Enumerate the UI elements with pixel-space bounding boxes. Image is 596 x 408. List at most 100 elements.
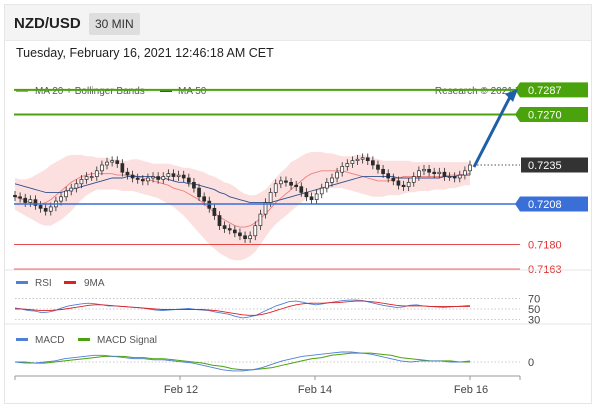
rsi-9ma-line (15, 300, 470, 316)
candle-body (243, 235, 247, 240)
resistance-label-box (515, 82, 588, 98)
bollinger-band (15, 152, 470, 261)
x-tick-label: Feb 16 (454, 384, 488, 396)
candle-body (345, 163, 350, 167)
candle-body (355, 158, 360, 162)
resistance-label: 0.7287 (528, 85, 562, 97)
macd-tick-label: 0 (528, 357, 534, 369)
candle-body (401, 184, 406, 188)
candle-body (146, 177, 150, 182)
candle-body (376, 164, 380, 170)
candles (13, 153, 472, 243)
candle-body (340, 166, 345, 173)
candle-body (314, 193, 319, 201)
candle-body (253, 225, 258, 237)
candle-body (325, 181, 329, 189)
pivot-label-box (515, 196, 588, 212)
chart-header: NZD/USD 30 MIN (5, 5, 591, 41)
candle-body (289, 181, 293, 186)
legend-label-macd: MACD (35, 335, 64, 346)
candle-body (238, 232, 242, 237)
candle-body (13, 194, 17, 198)
candle-body (94, 170, 99, 177)
resistance-label-box (515, 106, 588, 122)
candle-body (463, 170, 467, 176)
copyright-text: Research © 2021 Trading Central (435, 86, 584, 97)
x-tick-label: Feb 12 (164, 384, 198, 396)
candle-body (197, 187, 201, 198)
candle-body (156, 176, 160, 180)
candle-body (365, 157, 370, 162)
report-datetime: Tuesday, February 16, 2021 12:46:18 AM C… (16, 46, 274, 60)
timeframe-badge[interactable]: 30 MIN (89, 13, 140, 35)
forecast-arrow-head (505, 88, 518, 102)
candle-body (427, 168, 431, 173)
candle-body (468, 164, 472, 172)
candle-body (89, 176, 94, 178)
candle-body (192, 181, 196, 189)
symbol-title: NZD/USD (14, 15, 81, 32)
legend-swatch-macd (16, 338, 28, 341)
ma50-line (14, 174, 470, 204)
candle-body (74, 183, 79, 189)
candle-body (217, 215, 222, 227)
legend-swatch-macd-signal (78, 338, 90, 341)
pivot-label: 0.7208 (528, 199, 562, 211)
candle-body (299, 186, 304, 193)
candle-body (284, 180, 288, 183)
candle-body (38, 205, 43, 209)
rsi-tick-label: 70 (528, 294, 540, 306)
legend-label-ma50: MA 50 (178, 86, 207, 97)
candle-body (309, 196, 314, 201)
legend-label-bollinger: MA 20 + Bollinger Bands (35, 86, 145, 97)
candle-body (391, 177, 396, 182)
candle-body (371, 160, 375, 166)
current-price-label: 0.7235 (528, 160, 562, 172)
candle-body (84, 176, 89, 180)
macd-line (14, 351, 471, 372)
candle-body (202, 196, 207, 202)
candle-body (447, 176, 452, 178)
rsi-tick-label: 30 (528, 315, 540, 327)
candle-body (422, 168, 426, 172)
candle-body (48, 206, 53, 212)
current-price-box (521, 157, 588, 173)
candle-body (406, 181, 411, 188)
candle-body (360, 157, 365, 160)
candle-body (330, 177, 334, 183)
candle-body (33, 199, 38, 206)
candle-body (381, 168, 385, 175)
legend-swatch-rsi (16, 281, 28, 284)
candle-body (335, 171, 339, 179)
candle-body (130, 174, 135, 179)
candle-body (171, 173, 176, 177)
candle-body (258, 213, 263, 227)
candle-body (304, 192, 309, 198)
candle-body (181, 174, 186, 179)
candle-body (442, 171, 447, 177)
legend-label-rsi: RSI (35, 278, 52, 289)
candle-body (161, 176, 166, 180)
legend-label-9ma: 9MA (84, 278, 105, 289)
candle-body (28, 199, 33, 203)
candle-body (176, 174, 181, 177)
resistance-label: 0.7270 (528, 109, 562, 121)
candle-body (120, 163, 125, 173)
candle-body (268, 192, 273, 203)
candle-body (248, 235, 253, 240)
candle-body (100, 164, 104, 172)
rsi-line (14, 299, 471, 319)
macd-panel: MACD MACD Signal 0 (14, 335, 534, 372)
candle-body (151, 176, 155, 179)
candle-body (411, 176, 416, 183)
support-label: 0.7180 (528, 239, 562, 251)
price-panel: MA 20 + Bollinger Bands MA 50 Research © 2… (5, 82, 591, 276)
candle-body (457, 174, 462, 179)
candle-body (18, 196, 22, 199)
candle-body (115, 160, 120, 164)
candle-body (319, 187, 324, 195)
x-tick-label: Feb 14 (298, 384, 332, 396)
candle-body (452, 176, 457, 179)
